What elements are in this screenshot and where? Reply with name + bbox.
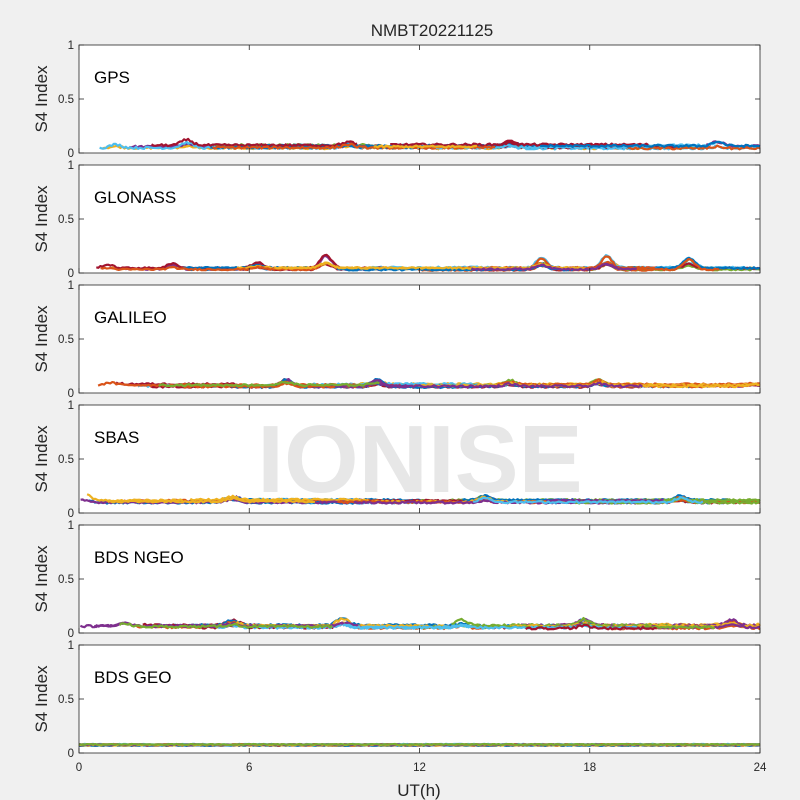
- panel-label: GLONASS: [94, 188, 176, 207]
- y-axis-label: S4 Index: [32, 305, 51, 373]
- series-trace: [334, 381, 644, 389]
- series-trace: [627, 144, 761, 151]
- series-trace: [470, 262, 638, 271]
- traces: [80, 493, 761, 505]
- x-tick-label: 6: [246, 762, 252, 774]
- y-tick-label: 0.5: [58, 574, 74, 586]
- series-trace: [473, 496, 704, 505]
- panel-gps: 0 0.5 1 S4 Index GPS: [32, 40, 761, 160]
- traces: [78, 742, 761, 747]
- series-trace: [539, 140, 761, 149]
- y-tick-label: 0: [68, 628, 74, 640]
- x-tick-label: 18: [583, 762, 596, 774]
- traces: [96, 253, 761, 272]
- series-trace: [212, 142, 496, 150]
- y-tick-label: 0.5: [58, 454, 74, 466]
- y-tick-label: 0: [68, 268, 74, 280]
- plot-area: [79, 165, 760, 273]
- y-axis-label: S4 Index: [32, 545, 51, 613]
- series-trace: [373, 144, 477, 149]
- panel-label: BDS NGEO: [94, 548, 184, 567]
- y-axis-label: S4 Index: [32, 185, 51, 253]
- plot-area: [79, 525, 760, 633]
- traces: [99, 137, 761, 151]
- series-trace: [86, 493, 184, 503]
- panel-label: SBAS: [94, 428, 139, 447]
- traces: [97, 378, 761, 390]
- y-axis-label: S4 Index: [32, 665, 51, 733]
- x-tick-label: 12: [413, 762, 426, 774]
- x-tick-label: 24: [754, 762, 767, 774]
- traces: [79, 616, 761, 631]
- y-tick-label: 0.5: [58, 694, 74, 706]
- series-trace: [118, 622, 333, 629]
- series-trace: [78, 742, 761, 746]
- series-trace: [525, 623, 658, 631]
- series-trace: [189, 494, 369, 502]
- panel-label: BDS GEO: [94, 668, 171, 687]
- panel-label: GPS: [94, 68, 130, 87]
- series-trace: [390, 140, 649, 147]
- panel-label: GALILEO: [94, 308, 167, 327]
- panels-group: 0 0.5 1 S4 Index GPS 0 0.5 1 S4 Index GLONASS 0 0.5…: [32, 40, 761, 760]
- y-tick-label: 1: [68, 520, 74, 532]
- chart-title: NMBT20221125: [371, 21, 494, 40]
- y-tick-label: 0.5: [58, 214, 74, 226]
- x-axis: 0 6 12 18 24: [76, 762, 767, 774]
- panel-bds-ngeo: 0 0.5 1 S4 Index BDS NGEO: [32, 520, 761, 640]
- y-tick-label: 0.5: [58, 334, 74, 346]
- panel-bds-geo: 0 0.5 1 S4 Index BDS GEO: [32, 640, 761, 760]
- panel-galileo: 0 0.5 1 S4 Index GALILEO: [32, 280, 761, 400]
- y-tick-label: 1: [68, 40, 74, 52]
- panel-glonass: 0 0.5 1 S4 Index GLONASS: [32, 160, 761, 280]
- x-axis-label: UT(h): [397, 781, 440, 800]
- y-tick-label: 1: [68, 160, 74, 172]
- x-tick-label: 0: [76, 762, 82, 774]
- y-tick-label: 1: [68, 400, 74, 412]
- y-tick-label: 1: [68, 640, 74, 652]
- y-axis-label: S4 Index: [32, 65, 51, 133]
- plot-area: [79, 405, 760, 513]
- y-tick-label: 0: [68, 508, 74, 520]
- series-trace: [100, 264, 322, 272]
- plot-area: [79, 45, 760, 153]
- panel-sbas: 0 0.5 1 S4 Index SBAS: [32, 400, 761, 520]
- series-trace: [273, 261, 587, 270]
- series-trace: [150, 137, 358, 148]
- y-tick-label: 0: [68, 388, 74, 400]
- watermark: IONISE: [257, 406, 582, 513]
- plot-area: [79, 645, 760, 753]
- y-tick-label: 0.5: [58, 94, 74, 106]
- y-tick-label: 0: [68, 148, 74, 160]
- plot-area: [79, 285, 760, 393]
- series-trace: [158, 380, 380, 388]
- y-tick-label: 1: [68, 280, 74, 292]
- y-axis-label: S4 Index: [32, 425, 51, 493]
- y-tick-label: 0: [68, 748, 74, 760]
